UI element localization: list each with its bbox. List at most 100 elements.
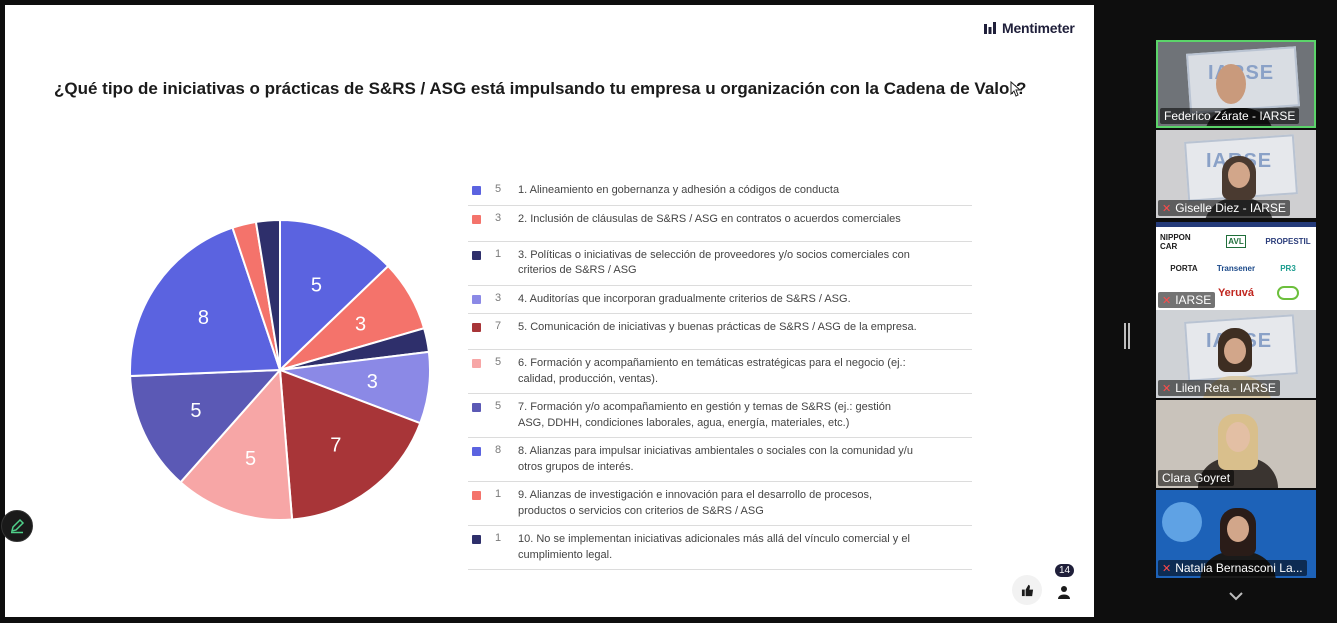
- legend-count: 3: [495, 211, 502, 224]
- sponsor-logo: Yeruvá: [1217, 286, 1255, 299]
- legend-item: 3 2. Inclusión de cláusulas de S&RS / ASG…: [468, 206, 972, 242]
- legend-swatch: [472, 535, 481, 544]
- pie-slice: [129, 368, 283, 484]
- pie-slice: [179, 367, 294, 521]
- pie-slice: [279, 218, 390, 373]
- pie-chart: 5 3 3 7 5 5 8: [129, 218, 431, 521]
- legend-label: 1. Alineamiento en gobernanza y adhesión…: [518, 184, 840, 196]
- sponsor-logo: PORTA: [1170, 263, 1198, 273]
- legend-swatch: [472, 359, 481, 368]
- chart-legend: 5 1. Alineamiento en gobernanza y adhesió…: [468, 177, 972, 570]
- audience-button[interactable]: [1051, 579, 1077, 605]
- legend-count: 3: [495, 291, 502, 304]
- sponsor-logo: NIPPON CAR: [1160, 232, 1191, 251]
- participant-name: Natalia Bernasconi La...: [1175, 561, 1303, 575]
- participant-name: Giselle Diez - IARSE: [1175, 201, 1286, 215]
- participant-name: IARSE: [1175, 293, 1212, 307]
- avatar: [1216, 64, 1246, 104]
- legend-item: 1 9. Alianzas de investigación e innovaci…: [468, 482, 972, 526]
- legend-item: 5 1. Alineamiento en gobernanza y adhesió…: [468, 177, 972, 206]
- pie-slice-label: 7: [330, 434, 341, 456]
- participant-tile-natalia[interactable]: ✕ Natalia Bernasconi La...: [1156, 490, 1316, 578]
- legend-label: 9. Alianzas de investigación e innovació…: [518, 489, 873, 517]
- panel-resize-handle[interactable]: [1124, 323, 1130, 349]
- sponsor-logo: AVL: [1226, 235, 1246, 248]
- legend-swatch: [472, 323, 481, 332]
- sponsor-logo: PROPESTIL: [1265, 237, 1311, 246]
- legend-swatch: [472, 491, 481, 500]
- legend-swatch: [472, 294, 481, 304]
- annotate-button[interactable]: [1, 510, 33, 542]
- legend-count: 7: [495, 320, 502, 332]
- participant-tile-iarse[interactable]: NIPPON CAR AVL PROPESTIL PORTA Transener…: [1156, 222, 1316, 310]
- legend-count: 1: [495, 488, 502, 500]
- mouse-cursor-icon: [1010, 81, 1022, 97]
- legend-swatch: [472, 214, 481, 224]
- mic-off-icon: ✕: [1162, 294, 1172, 307]
- legend-label: 2. Inclusión de cláusulas de S&RS / ASG …: [518, 212, 901, 225]
- legend-label: 4. Auditorías que incorporan gradualment…: [518, 292, 851, 305]
- pie-slice-label: 3: [367, 371, 378, 393]
- legend-item: 8 8. Alianzas para impulsar iniciativas a…: [468, 438, 972, 482]
- legend-count: 5: [495, 356, 502, 368]
- pie-slice-label: 5: [245, 448, 256, 470]
- avatar: [1224, 338, 1246, 364]
- mentimeter-brand: Mentimeter: [984, 20, 1075, 36]
- participant-tile-lilen[interactable]: IARSE ✕Lilen Reta - IARSE: [1156, 310, 1316, 398]
- legend-count: 8: [495, 444, 502, 456]
- person-icon: [1058, 586, 1070, 599]
- avatar: [1228, 162, 1250, 188]
- legend-swatch: [472, 186, 481, 195]
- slide-question: ¿Qué tipo de iniciativas o prácticas de …: [54, 79, 1027, 98]
- legend-label: 3. Políticas o iniciativas de selección …: [518, 248, 910, 277]
- sponsor-logos: NIPPON CAR AVL PROPESTIL PORTA Transener…: [1160, 228, 1312, 304]
- mic-off-icon: ✕: [1162, 562, 1172, 575]
- sponsor-logo: [1277, 285, 1299, 300]
- mentimeter-logo-icon: [984, 22, 996, 34]
- participant-tile-giselle[interactable]: IARSE ✕Giselle Diez - IARSE: [1156, 130, 1316, 218]
- legend-label: 7. Formación y/o acompañamiento en gesti…: [518, 401, 891, 429]
- avatar: [1227, 516, 1249, 542]
- pie-slice: [129, 226, 282, 378]
- legend-swatch: [472, 250, 481, 260]
- legend-count: 1: [495, 532, 502, 544]
- legend-item: 1 3. Políticas o iniciativas de selección…: [468, 242, 972, 286]
- legend-label: 10. No se implementan iniciativas adicio…: [518, 533, 910, 561]
- legend-swatch: [472, 447, 481, 456]
- chevron-down-icon[interactable]: [1226, 587, 1246, 605]
- mic-off-icon: ✕: [1162, 382, 1172, 395]
- legend-label: 5. Comunicación de iniciativas y buenas …: [518, 321, 917, 333]
- sponsor-logo: PR3: [1280, 263, 1296, 273]
- participant-tile-clara[interactable]: Clara Goyret: [1156, 400, 1316, 488]
- sponsor-logo: Transener: [1216, 263, 1256, 273]
- pie-slice-label: 5: [311, 274, 322, 296]
- legend-swatch: [472, 403, 481, 412]
- mic-off-icon: ✕: [1162, 202, 1172, 215]
- pie-slice-label: 5: [190, 400, 201, 422]
- legend-label: 6. Formación y acompañamiento en temátic…: [518, 357, 906, 385]
- avatar: [1226, 422, 1250, 452]
- legend-item: 7 5. Comunicación de iniciativas y buenas…: [468, 314, 972, 350]
- participant-name: Clara Goyret: [1162, 471, 1231, 485]
- legend-item: 5 6. Formación y acompañamiento en temáti…: [468, 350, 972, 394]
- legend-item: 3 4. Auditorías que incorporan gradualmen…: [468, 286, 972, 314]
- legend-label: 8. Alianzas para impulsar iniciativas am…: [518, 445, 913, 473]
- like-button[interactable]: [1012, 575, 1042, 605]
- participant-name: Federico Zárate - IARSE: [1164, 109, 1296, 123]
- legend-count: 5: [495, 183, 502, 195]
- shared-slide: Mentimeter ¿Qué tipo de iniciativas o pr…: [5, 5, 1094, 617]
- thumbs-up-icon: [1021, 584, 1033, 596]
- legend-item: 1 10. No se implementan iniciativas adici…: [468, 526, 972, 570]
- pie-slice: [278, 368, 422, 521]
- brand-name: Mentimeter: [1002, 20, 1075, 36]
- pie-slice: [254, 218, 281, 371]
- pencil-icon: [10, 518, 25, 534]
- audience-count-badge: 14: [1055, 564, 1075, 577]
- participant-name: Lilen Reta - IARSE: [1175, 381, 1276, 395]
- legend-item: 5 7. Formación y/o acompañamiento en gest…: [468, 394, 972, 438]
- pie-slice-label: 3: [355, 314, 366, 336]
- legend-count: 1: [495, 247, 502, 260]
- participant-tile-federico[interactable]: IARSE Federico Zárate - IARSE: [1156, 40, 1316, 128]
- pie-slice-label: 8: [198, 307, 209, 329]
